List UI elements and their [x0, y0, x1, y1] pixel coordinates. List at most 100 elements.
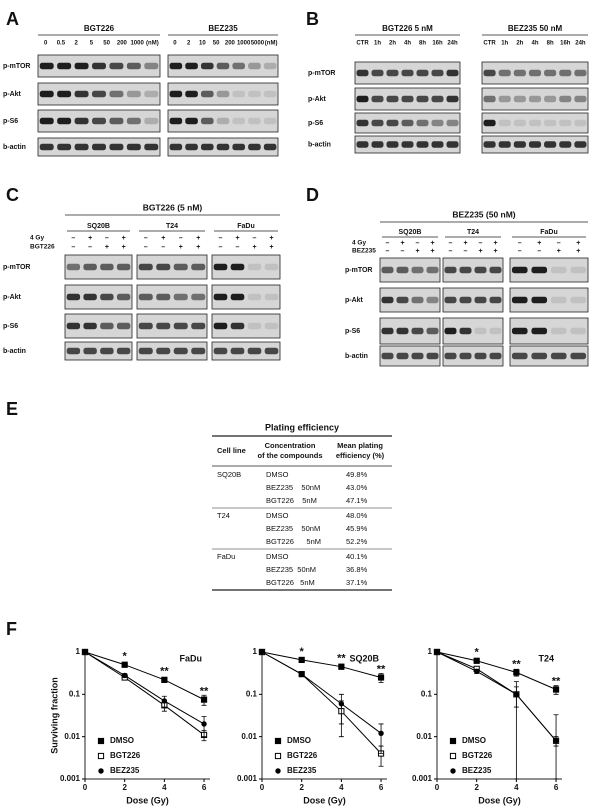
- lane-label: 0.5: [57, 41, 66, 47]
- band: [169, 62, 183, 70]
- band: [248, 117, 261, 125]
- panel-letter: D: [306, 185, 319, 205]
- treatment-sign: +: [576, 248, 580, 255]
- treatment-sign: –: [537, 248, 541, 255]
- efficiency: 43.0%: [346, 483, 368, 492]
- y-axis-label: Surviving fraction: [49, 677, 59, 754]
- treatment-label: BGT226: [30, 244, 55, 251]
- table-header: Concentration: [265, 441, 316, 450]
- lane-label: 50: [213, 41, 220, 47]
- band: [100, 322, 114, 330]
- band: [173, 347, 188, 355]
- band: [431, 95, 444, 103]
- marker: [449, 752, 457, 760]
- treatment-sign: +: [537, 240, 541, 247]
- treatment-sign: +: [179, 244, 183, 251]
- band: [57, 62, 72, 70]
- band: [444, 266, 457, 274]
- cell-line: FaDu: [217, 552, 235, 561]
- band: [446, 119, 459, 127]
- compound: BGT226 5nM: [266, 537, 321, 546]
- band: [426, 352, 439, 360]
- efficiency: 37.1%: [346, 578, 368, 587]
- compound: BGT226 5nM: [266, 578, 315, 587]
- lane-label: 4h: [404, 41, 411, 47]
- band: [371, 141, 384, 148]
- treatment-sign: +: [478, 248, 482, 255]
- treatment-sign: +: [493, 248, 497, 255]
- band: [371, 95, 384, 103]
- band: [66, 293, 81, 301]
- band: [156, 322, 171, 330]
- chart-title: SQ20B: [349, 653, 379, 663]
- band: [144, 90, 159, 98]
- efficiency: 49.8%: [346, 470, 368, 479]
- band: [356, 119, 369, 127]
- band: [264, 263, 279, 271]
- band: [431, 141, 444, 148]
- band: [74, 143, 89, 151]
- marker: [200, 696, 208, 703]
- treatment-sign: –: [161, 244, 165, 251]
- chart-title: FaDu: [180, 653, 203, 663]
- band: [216, 117, 230, 125]
- annotation: **: [200, 686, 209, 698]
- band: [498, 95, 511, 103]
- blot-strip: [509, 345, 589, 367]
- band: [230, 293, 245, 301]
- band: [126, 90, 141, 98]
- series-line: [84, 651, 205, 701]
- lane-label: 1000: [237, 41, 251, 47]
- band: [230, 322, 245, 330]
- legend-label: BEZ235: [462, 766, 492, 775]
- band: [232, 90, 245, 98]
- lane-label: 24h: [575, 41, 586, 47]
- marker: [552, 686, 560, 693]
- band: [559, 69, 572, 77]
- band: [474, 352, 487, 360]
- annotation: *: [475, 647, 480, 659]
- efficiency: 47.1%: [346, 496, 368, 505]
- treatment-sign: +: [88, 235, 92, 242]
- x-tick-label: 4: [339, 783, 344, 792]
- band: [66, 263, 81, 271]
- band: [401, 141, 414, 148]
- band: [248, 143, 261, 151]
- x-axis-label: Dose (Gy): [126, 795, 169, 805]
- band: [416, 119, 429, 127]
- treatment-sign: +: [196, 235, 200, 242]
- blot-title: BGT226: [84, 24, 115, 33]
- efficiency: 52.2%: [346, 537, 368, 546]
- band: [426, 327, 439, 335]
- row-label: b-actin: [3, 348, 26, 355]
- table-header: of the compounds: [258, 451, 323, 460]
- y-tick-label: 0.001: [412, 774, 433, 783]
- error-bar: [338, 693, 344, 725]
- treatment-sign: –: [416, 240, 420, 247]
- series-line: [436, 651, 557, 690]
- treatment-sign: +: [400, 240, 404, 247]
- lane-label: 2: [187, 41, 191, 47]
- treatment-sign: –: [518, 240, 522, 247]
- band: [411, 296, 424, 304]
- row-label: p-mTOR: [3, 264, 30, 271]
- band: [371, 69, 384, 77]
- band: [511, 352, 528, 360]
- panel-letter: C: [6, 185, 19, 205]
- band: [191, 322, 206, 330]
- band: [138, 347, 153, 355]
- treatment-sign: +: [430, 248, 434, 255]
- band: [381, 296, 394, 304]
- band: [39, 62, 54, 70]
- panel-letter: A: [6, 9, 19, 29]
- band: [83, 293, 97, 301]
- band: [531, 266, 548, 274]
- band: [232, 117, 245, 125]
- band: [416, 69, 429, 77]
- band: [386, 95, 399, 103]
- lane-label: 200: [117, 41, 128, 47]
- y-tick-label: 1: [253, 647, 258, 656]
- band: [489, 352, 502, 360]
